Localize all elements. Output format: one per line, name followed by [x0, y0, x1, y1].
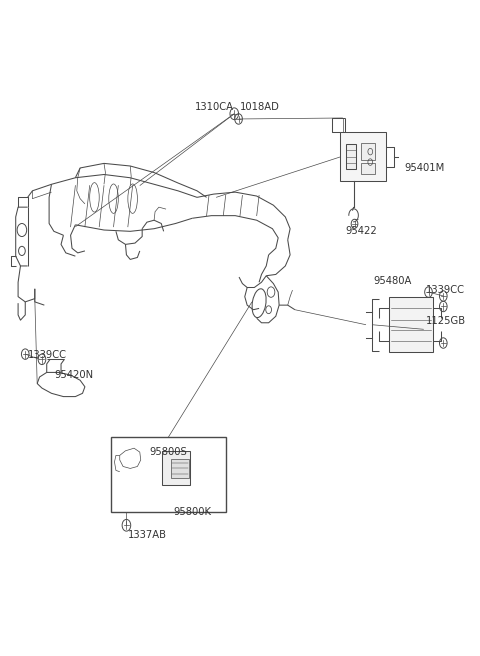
Text: 1337AB: 1337AB [128, 530, 167, 540]
Bar [346, 144, 356, 169]
Bar [162, 451, 191, 485]
Text: 95422: 95422 [345, 226, 377, 236]
Bar [111, 437, 226, 512]
Text: 1339CC: 1339CC [426, 285, 465, 295]
Text: 1339CC: 1339CC [28, 350, 67, 360]
Bar [340, 133, 386, 181]
Text: 1018AD: 1018AD [240, 102, 280, 112]
Text: 1310CA: 1310CA [195, 102, 234, 112]
Text: 95401M: 95401M [405, 163, 445, 173]
Text: 95480A: 95480A [373, 276, 412, 286]
Text: 1125GB: 1125GB [426, 316, 466, 327]
Text: 95800K: 95800K [173, 507, 211, 517]
Text: 95800S: 95800S [149, 447, 187, 457]
Bar [389, 297, 433, 352]
Bar [361, 144, 375, 160]
Bar [171, 459, 190, 478]
Text: 95420N: 95420N [54, 370, 93, 380]
Bar [361, 163, 375, 174]
